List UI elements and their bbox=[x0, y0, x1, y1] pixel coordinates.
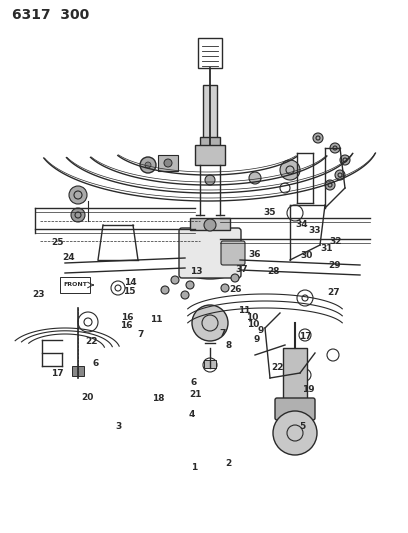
Text: 13: 13 bbox=[190, 268, 202, 276]
Text: 6: 6 bbox=[191, 378, 197, 387]
Text: 3: 3 bbox=[115, 422, 122, 431]
Circle shape bbox=[280, 160, 300, 180]
Bar bbox=[72, 366, 84, 376]
Circle shape bbox=[186, 281, 194, 289]
Text: 25: 25 bbox=[51, 238, 63, 247]
Circle shape bbox=[340, 155, 350, 165]
Text: 6317  300: 6317 300 bbox=[12, 8, 89, 22]
Text: 22: 22 bbox=[271, 364, 284, 372]
Circle shape bbox=[313, 133, 323, 143]
Circle shape bbox=[221, 284, 229, 292]
Text: 27: 27 bbox=[328, 288, 340, 296]
Text: 6: 6 bbox=[93, 359, 99, 368]
Circle shape bbox=[249, 172, 261, 184]
Circle shape bbox=[231, 274, 239, 282]
Text: 11: 11 bbox=[150, 316, 162, 324]
Text: 9: 9 bbox=[254, 335, 260, 344]
Text: 11: 11 bbox=[238, 306, 250, 314]
Circle shape bbox=[192, 305, 228, 341]
Circle shape bbox=[330, 143, 340, 153]
Text: 16: 16 bbox=[121, 313, 133, 321]
Circle shape bbox=[205, 175, 215, 185]
Text: 35: 35 bbox=[263, 208, 275, 216]
Text: 21: 21 bbox=[190, 390, 202, 399]
Text: 9: 9 bbox=[258, 326, 264, 335]
Text: 22: 22 bbox=[86, 337, 98, 345]
Circle shape bbox=[69, 186, 87, 204]
Circle shape bbox=[273, 411, 317, 455]
Text: 17: 17 bbox=[51, 369, 63, 377]
Bar bbox=[198, 38, 222, 68]
Text: 32: 32 bbox=[329, 237, 341, 246]
Bar bbox=[203, 85, 217, 140]
Text: 19: 19 bbox=[302, 385, 314, 393]
Bar bbox=[204, 360, 216, 368]
Text: 24: 24 bbox=[62, 254, 75, 262]
Bar bbox=[200, 137, 220, 155]
Bar bbox=[195, 145, 225, 165]
Bar bbox=[190, 218, 230, 230]
Text: 28: 28 bbox=[267, 268, 279, 276]
Text: 17: 17 bbox=[299, 333, 311, 341]
Circle shape bbox=[181, 291, 189, 299]
FancyBboxPatch shape bbox=[275, 398, 315, 420]
Circle shape bbox=[140, 157, 156, 173]
Text: 4: 4 bbox=[188, 410, 195, 419]
Text: 1: 1 bbox=[191, 464, 197, 472]
Circle shape bbox=[145, 162, 151, 168]
Text: 34: 34 bbox=[296, 221, 308, 229]
Bar bbox=[283, 348, 307, 403]
Text: 20: 20 bbox=[82, 393, 94, 401]
Text: 10: 10 bbox=[246, 313, 258, 321]
Text: 30: 30 bbox=[301, 252, 313, 260]
Text: 29: 29 bbox=[328, 261, 341, 270]
Circle shape bbox=[204, 219, 216, 231]
FancyBboxPatch shape bbox=[179, 228, 241, 278]
Text: 31: 31 bbox=[320, 245, 333, 253]
Circle shape bbox=[325, 180, 335, 190]
Text: 33: 33 bbox=[308, 227, 320, 235]
Circle shape bbox=[171, 276, 179, 284]
Text: 10: 10 bbox=[247, 320, 259, 328]
Text: FRONT: FRONT bbox=[63, 282, 87, 287]
Text: 5: 5 bbox=[299, 422, 305, 431]
Text: 37: 37 bbox=[236, 265, 248, 273]
Bar bbox=[158, 155, 178, 171]
Bar bbox=[60, 277, 90, 293]
Text: 18: 18 bbox=[152, 394, 164, 403]
Circle shape bbox=[164, 159, 172, 167]
Text: 26: 26 bbox=[230, 285, 242, 294]
Text: 15: 15 bbox=[124, 287, 136, 296]
Circle shape bbox=[161, 286, 169, 294]
FancyBboxPatch shape bbox=[221, 241, 245, 265]
Text: 2: 2 bbox=[225, 459, 232, 468]
Text: 23: 23 bbox=[33, 290, 45, 299]
Text: 16: 16 bbox=[120, 321, 133, 329]
Text: 36: 36 bbox=[249, 251, 261, 259]
Text: 7: 7 bbox=[137, 330, 144, 339]
Text: 8: 8 bbox=[225, 341, 232, 350]
Text: 7: 7 bbox=[219, 329, 226, 337]
Circle shape bbox=[335, 170, 345, 180]
Circle shape bbox=[71, 208, 85, 222]
Text: 14: 14 bbox=[124, 278, 137, 287]
